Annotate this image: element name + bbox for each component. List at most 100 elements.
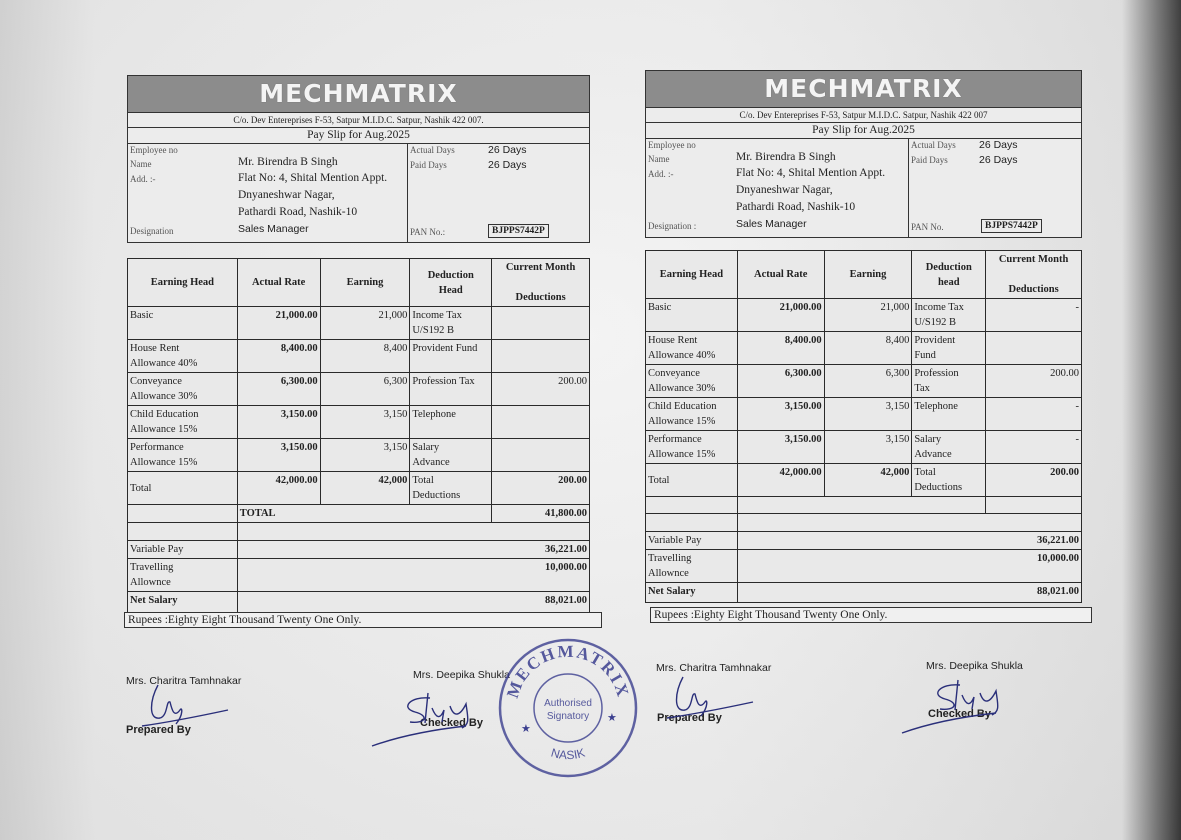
variable-pay-label: Variable Pay <box>127 540 238 559</box>
company-address: C/o. Dev Entereprises F-53, Satpur M.I.D… <box>128 113 589 128</box>
variable-pay-value: 36,221.00 <box>736 531 1083 550</box>
travelling-value: 10,000.00 <box>236 558 591 592</box>
variable-pay-row: Variable Pay 36,221.00 <box>645 531 1083 550</box>
blank-cell <box>236 522 591 541</box>
column-header: Actual Rate <box>736 250 825 299</box>
earning: 3,150 <box>319 405 411 439</box>
variable-pay-row: Variable Pay 36,221.00 <box>127 540 591 559</box>
name-label: Name <box>130 159 152 169</box>
deduction-amount <box>985 331 1082 365</box>
deduction-amount: - <box>985 430 1082 464</box>
earning-head: Conveyance Allowance 30% <box>645 364 738 398</box>
total-earning: 42,000 <box>823 463 913 497</box>
authorised-signatory-stamp: MECHMATRIX NASIK Authorised Signatory ★ … <box>498 638 638 778</box>
column-header: Deduction head <box>911 250 987 299</box>
table-row: Conveyance Allowance 30% 6,300.00 6,300 … <box>645 364 1082 398</box>
deduction-amount <box>491 438 590 472</box>
column-header: Current Month Deductions <box>491 258 590 307</box>
table-row: Child Education Allowance 15% 3,150.00 3… <box>645 397 1082 431</box>
earning: 6,300 <box>319 372 411 406</box>
earnings-deductions-table: Earning Head Actual Rate Earning Deduction … <box>127 258 591 615</box>
travelling-row: Travelling Allownce 10,000.00 <box>645 549 1083 583</box>
checked-by-signature <box>901 679 999 734</box>
checked-by-signature <box>371 692 469 747</box>
actual-rate: 3,150.00 <box>236 405 321 439</box>
slip-title: Pay Slip for Aug.2025 <box>128 128 589 144</box>
column-header: Current Month Deductions <box>985 250 1082 299</box>
prepared-by-label: Prepared By <box>657 712 722 724</box>
stamp-bottom-text: NASIK <box>549 746 586 763</box>
employee-no-label: Employee no <box>648 140 696 150</box>
table-header-row: Earning Head Actual Rate Earning Deduction … <box>127 258 590 307</box>
attendance-details: Actual Days 26 Days Paid Days 26 Days PA… <box>909 139 1081 237</box>
column-header: Earning Head <box>645 250 738 299</box>
deduction-amount: - <box>985 298 1082 332</box>
pay-slip: MECHMATRIX C/o. Dev Entereprises F-53, S… <box>127 75 590 243</box>
total-deductions: 200.00 <box>985 463 1082 497</box>
actual-days-label: Actual Days <box>410 145 455 155</box>
earning-head: Child Education Allowance 15% <box>127 405 238 439</box>
blank-row <box>645 513 1083 532</box>
deduction-head: Salary Advance <box>911 430 987 464</box>
stamp-center-text-2: Signatory <box>547 711 589 722</box>
total-label: Total <box>127 471 238 505</box>
table-row: Basic 21,000.00 21,000 Income Tax U/S192… <box>645 298 1082 332</box>
grand-total-label: TOTAL <box>236 504 493 523</box>
earning-head: Performance Allowance 15% <box>127 438 238 472</box>
blank-cell <box>127 504 238 523</box>
travelling-label: Travelling Allownce <box>645 549 738 583</box>
total-deductions-label: Total Deductions <box>409 471 493 505</box>
actual-rate: 3,150.00 <box>736 430 825 464</box>
travelling-value: 10,000.00 <box>736 549 1083 583</box>
earning: 8,400 <box>319 339 411 373</box>
deduction-head: Telephone <box>409 405 493 439</box>
star-icon: ★ <box>521 723 531 735</box>
travelling-label: Travelling Allownce <box>127 558 238 592</box>
pan-value: BJPPS7442P <box>981 219 1042 233</box>
earning: 3,150 <box>319 438 411 472</box>
grand-total-value: 41,800.00 <box>491 504 590 523</box>
employee-info: Employee no Name Mr. Birendra B Singh Ad… <box>646 139 1081 237</box>
blank-row <box>127 522 591 541</box>
employee-address-line: Dnyaneshwar Nagar, <box>238 189 335 201</box>
checked-by-name: Mrs. Deepika Shukla <box>413 669 510 681</box>
total-deductions-label: Total Deductions <box>911 463 987 497</box>
deduction-amount: - <box>985 397 1082 431</box>
deduction-head: Provident Fund <box>911 331 987 365</box>
employee-no-label: Employee no <box>130 145 178 155</box>
total-actual-rate: 42,000.00 <box>736 463 825 497</box>
attendance-details: Actual Days 26 Days Paid Days 26 Days PA… <box>408 144 589 242</box>
company-logo: MECHMATRIX <box>128 76 589 113</box>
pan-label: PAN No. <box>911 222 944 232</box>
employee-address-line: Flat No: 4, Shital Mention Appt. <box>238 172 388 184</box>
checked-by-label: Checked By <box>928 708 991 720</box>
paid-days-label: Paid Days <box>410 160 447 170</box>
table-row: House Rent Allowance 40% 8,400.00 8,400 … <box>127 339 590 373</box>
deduction-head: Income Tax U/S192 B <box>911 298 987 332</box>
blank-cell <box>645 496 738 514</box>
grand-total-label <box>736 496 987 514</box>
designation-label: Designation <box>130 226 174 236</box>
company-address: C/o. Dev Entereprises F-53, Satpur M.I.D… <box>646 108 1081 123</box>
employee-details: Employee no Name Mr. Birendra B Singh Ad… <box>646 139 909 237</box>
pay-slip: MECHMATRIX C/o. Dev Entereprises F-53, S… <box>645 70 1082 238</box>
actual-rate: 3,150.00 <box>236 438 321 472</box>
variable-pay-value: 36,221.00 <box>236 540 591 559</box>
earning-head: House Rent Allowance 40% <box>645 331 738 365</box>
actual-rate: 3,150.00 <box>736 397 825 431</box>
earning-head: Performance Allowance 15% <box>645 430 738 464</box>
employee-details: Employee no Name Mr. Birendra B Singh Ad… <box>128 144 408 242</box>
table-row: Basic 21,000.00 21,000 Income Tax U/S192… <box>127 306 590 340</box>
designation-value: Sales Manager <box>238 223 309 235</box>
employee-address-line: Pathardi Road, Nashik-10 <box>736 201 856 213</box>
star-icon: ★ <box>607 712 617 724</box>
total-actual-rate: 42,000.00 <box>236 471 321 505</box>
column-header: Deduction Head <box>409 258 493 307</box>
slip-title: Pay Slip for Aug.2025 <box>646 123 1081 139</box>
stamp-top-text: MECHMATRIX <box>503 642 633 701</box>
address-label: Add. :- <box>648 169 674 179</box>
actual-rate: 8,400.00 <box>736 331 825 365</box>
prepared-by-name: Mrs. Charitra Tamhnakar <box>656 662 772 674</box>
net-salary-label: Net Salary <box>127 591 238 615</box>
name-label: Name <box>648 154 670 164</box>
